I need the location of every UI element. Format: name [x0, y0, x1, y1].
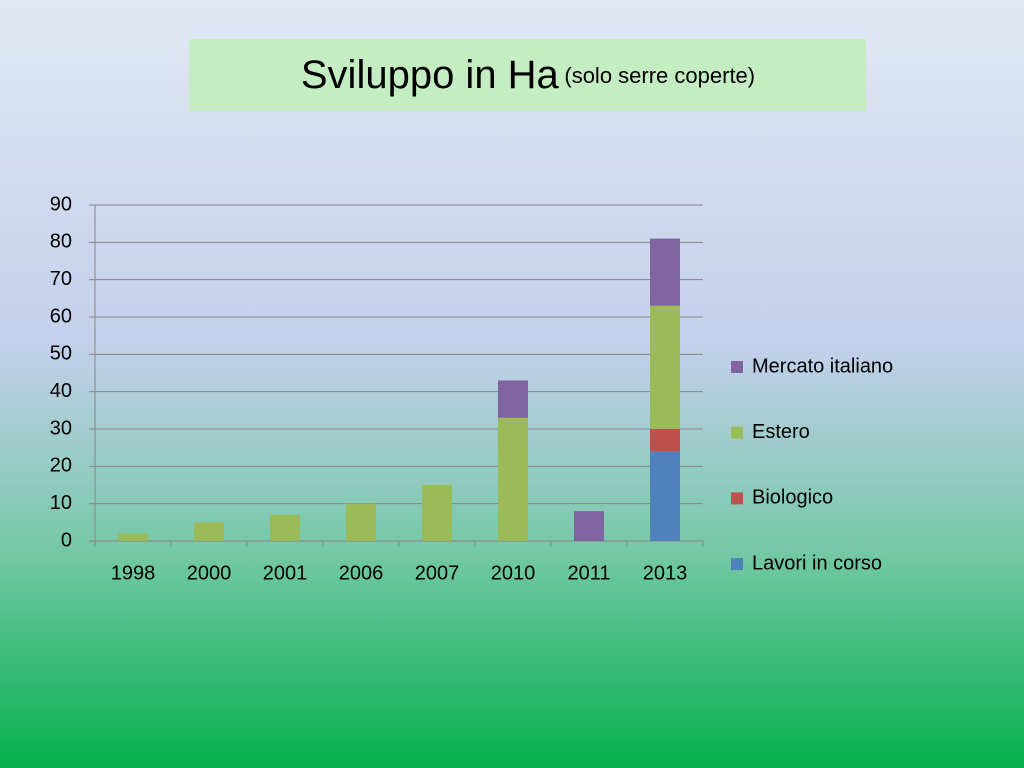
- y-tick-label: 20: [50, 455, 72, 477]
- y-tick-label: 70: [50, 268, 72, 290]
- bar-segment: [270, 514, 300, 541]
- bar-segment: [118, 533, 148, 541]
- legend-label: Biologico: [752, 487, 833, 509]
- bar-segment: [650, 429, 680, 452]
- legend-swatch: [731, 558, 743, 571]
- x-tick-label: 2001: [263, 562, 308, 584]
- legend-swatch: [731, 361, 743, 373]
- y-tick-label: 30: [50, 417, 72, 439]
- bar-segment: [650, 238, 680, 306]
- legend-label: Lavori in corso: [752, 552, 882, 574]
- x-tick-label: 2006: [339, 562, 384, 584]
- chart-subtitle: (solo serre coperte): [564, 63, 755, 88]
- x-tick-label: 2011: [567, 562, 610, 584]
- y-tick-label: 90: [50, 193, 72, 215]
- y-tick-label: 60: [50, 305, 72, 327]
- x-tick-label: 2013: [643, 562, 688, 584]
- x-tick-label: 2000: [187, 562, 232, 584]
- y-tick-label: 0: [61, 529, 72, 551]
- x-tick-label: 2007: [415, 562, 460, 584]
- bar-segment: [574, 511, 604, 541]
- legend-label: Estero: [752, 421, 810, 443]
- y-tick-label: 10: [50, 492, 72, 514]
- bar-segment: [422, 485, 452, 541]
- x-tick-label: 2010: [491, 562, 536, 584]
- y-tick-label: 50: [50, 343, 72, 365]
- legend-label: Mercato italiano: [752, 355, 893, 377]
- x-tick-label: 1998: [111, 562, 156, 584]
- bar-segment: [346, 503, 376, 541]
- y-tick-label: 40: [50, 380, 72, 402]
- legend-swatch: [731, 426, 743, 439]
- y-tick-label: 80: [50, 231, 72, 253]
- bar-segment: [498, 380, 528, 418]
- bar-segment: [498, 417, 528, 541]
- chart-title: Sviluppo in Ha: [301, 53, 560, 97]
- title-box: [189, 39, 866, 111]
- legend-swatch: [731, 492, 743, 505]
- bar-segment: [650, 305, 680, 429]
- title-text: Sviluppo in Ha (solo serre coperte): [301, 53, 755, 97]
- bar-segment: [194, 522, 224, 541]
- bar-segment: [650, 451, 680, 541]
